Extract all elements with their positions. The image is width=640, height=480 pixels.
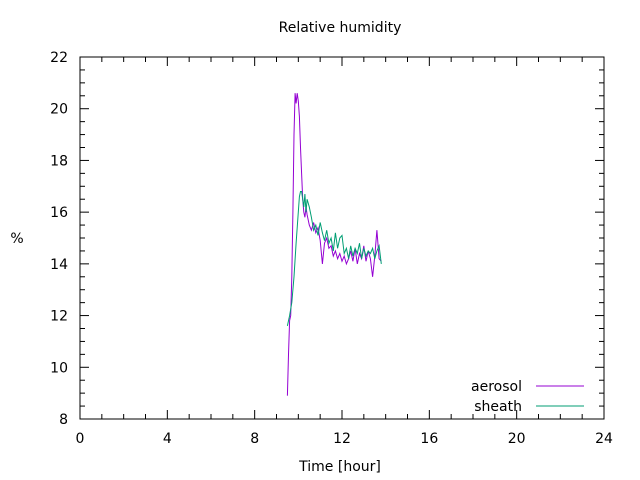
y-tick-label: 12	[50, 309, 68, 325]
x-tick-label: 16	[420, 431, 438, 447]
series-line-sheath	[286, 191, 382, 327]
x-tick-label: 12	[333, 431, 351, 447]
x-tick-label: 0	[76, 431, 85, 447]
legend-label-sheath: sheath	[474, 399, 522, 415]
y-tick-label: 20	[50, 102, 68, 118]
x-tick-label: 4	[163, 431, 172, 447]
chart-title: Relative humidity	[279, 20, 402, 36]
y-tick-label: 10	[50, 360, 68, 376]
y-tick-label: 16	[50, 205, 68, 221]
x-tick-label: 20	[508, 431, 526, 447]
y-tick-label: 14	[50, 257, 68, 273]
x-tick-label: 24	[595, 431, 613, 447]
axis-ticks	[79, 56, 605, 420]
axis-tick-labels: 0 4 8 12 16 20 24 8 10 12 14 16 18 20 22	[50, 50, 613, 447]
x-axis-label: Time [hour]	[298, 459, 381, 475]
legend: aerosol sheath	[471, 379, 584, 415]
x-tick-label: 8	[250, 431, 259, 447]
y-tick-label: 18	[50, 153, 68, 169]
y-tick-label: 22	[50, 50, 68, 66]
plot-frame	[79, 56, 605, 420]
y-tick-label: 8	[59, 412, 68, 428]
series-lines	[286, 93, 382, 396]
y-axis-label: %	[10, 231, 23, 247]
legend-label-aerosol: aerosol	[471, 379, 522, 395]
